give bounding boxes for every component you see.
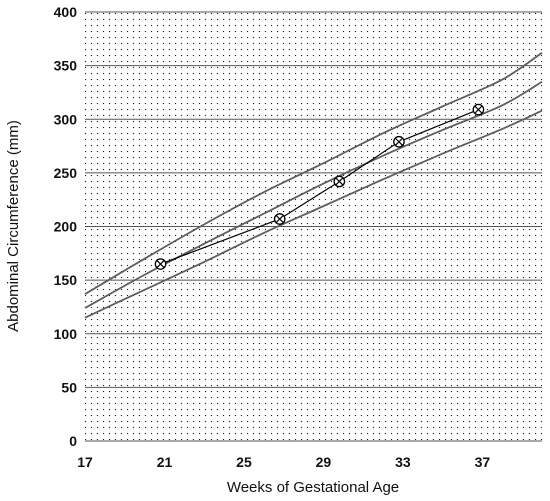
tick-labels: 0 50 100 150 200 250 300 350 400 17 21 25 29 33 37 — [54, 4, 491, 470]
x-tick-label: 25 — [236, 454, 252, 470]
x-tick-label: 37 — [475, 454, 491, 470]
reference-curve — [84, 52, 543, 295]
y-tick-label: 0 — [69, 433, 77, 449]
observed-series — [154, 103, 485, 270]
y-tick-label: 400 — [54, 4, 78, 20]
y-tick-label: 200 — [54, 219, 78, 235]
x-tick-label: 21 — [157, 454, 173, 470]
x-axis-label: Weeks of Gestational Age — [227, 479, 399, 496]
x-tick-label: 29 — [316, 454, 332, 470]
x-tick-label: 33 — [395, 454, 411, 470]
reference-curve — [84, 109, 543, 319]
x-tick-label: 17 — [77, 454, 93, 470]
observed-point — [154, 258, 167, 270]
y-tick-label: 100 — [54, 326, 78, 342]
observed-point — [273, 213, 286, 225]
y-tick-label: 350 — [54, 58, 78, 74]
y-tick-label: 250 — [54, 165, 78, 181]
y-tick-label: 150 — [54, 272, 78, 288]
y-tick-label: 300 — [54, 111, 78, 127]
observed-point — [393, 135, 405, 148]
observed-point — [472, 103, 485, 116]
y-axis-label: Abdominal Circumference (mm) — [5, 120, 22, 332]
y-tick-label: 50 — [61, 379, 77, 395]
grid-lines — [85, 11, 542, 442]
observed-point — [333, 175, 346, 188]
